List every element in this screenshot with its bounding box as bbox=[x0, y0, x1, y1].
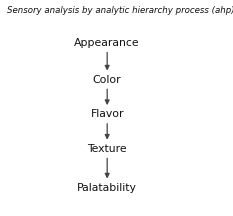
Text: Flavor: Flavor bbox=[90, 110, 124, 119]
Text: Texture: Texture bbox=[87, 144, 127, 154]
Text: Appearance: Appearance bbox=[74, 38, 140, 48]
Text: Palatability: Palatability bbox=[77, 183, 137, 193]
Text: Sensory analysis by analytic hierarchy process (ahp): Sensory analysis by analytic hierarchy p… bbox=[7, 6, 233, 16]
Text: Color: Color bbox=[93, 75, 121, 85]
